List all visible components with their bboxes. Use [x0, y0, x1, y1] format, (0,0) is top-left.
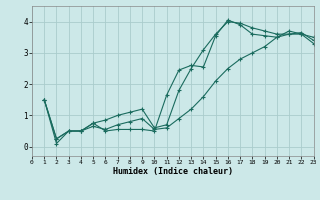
X-axis label: Humidex (Indice chaleur): Humidex (Indice chaleur): [113, 167, 233, 176]
